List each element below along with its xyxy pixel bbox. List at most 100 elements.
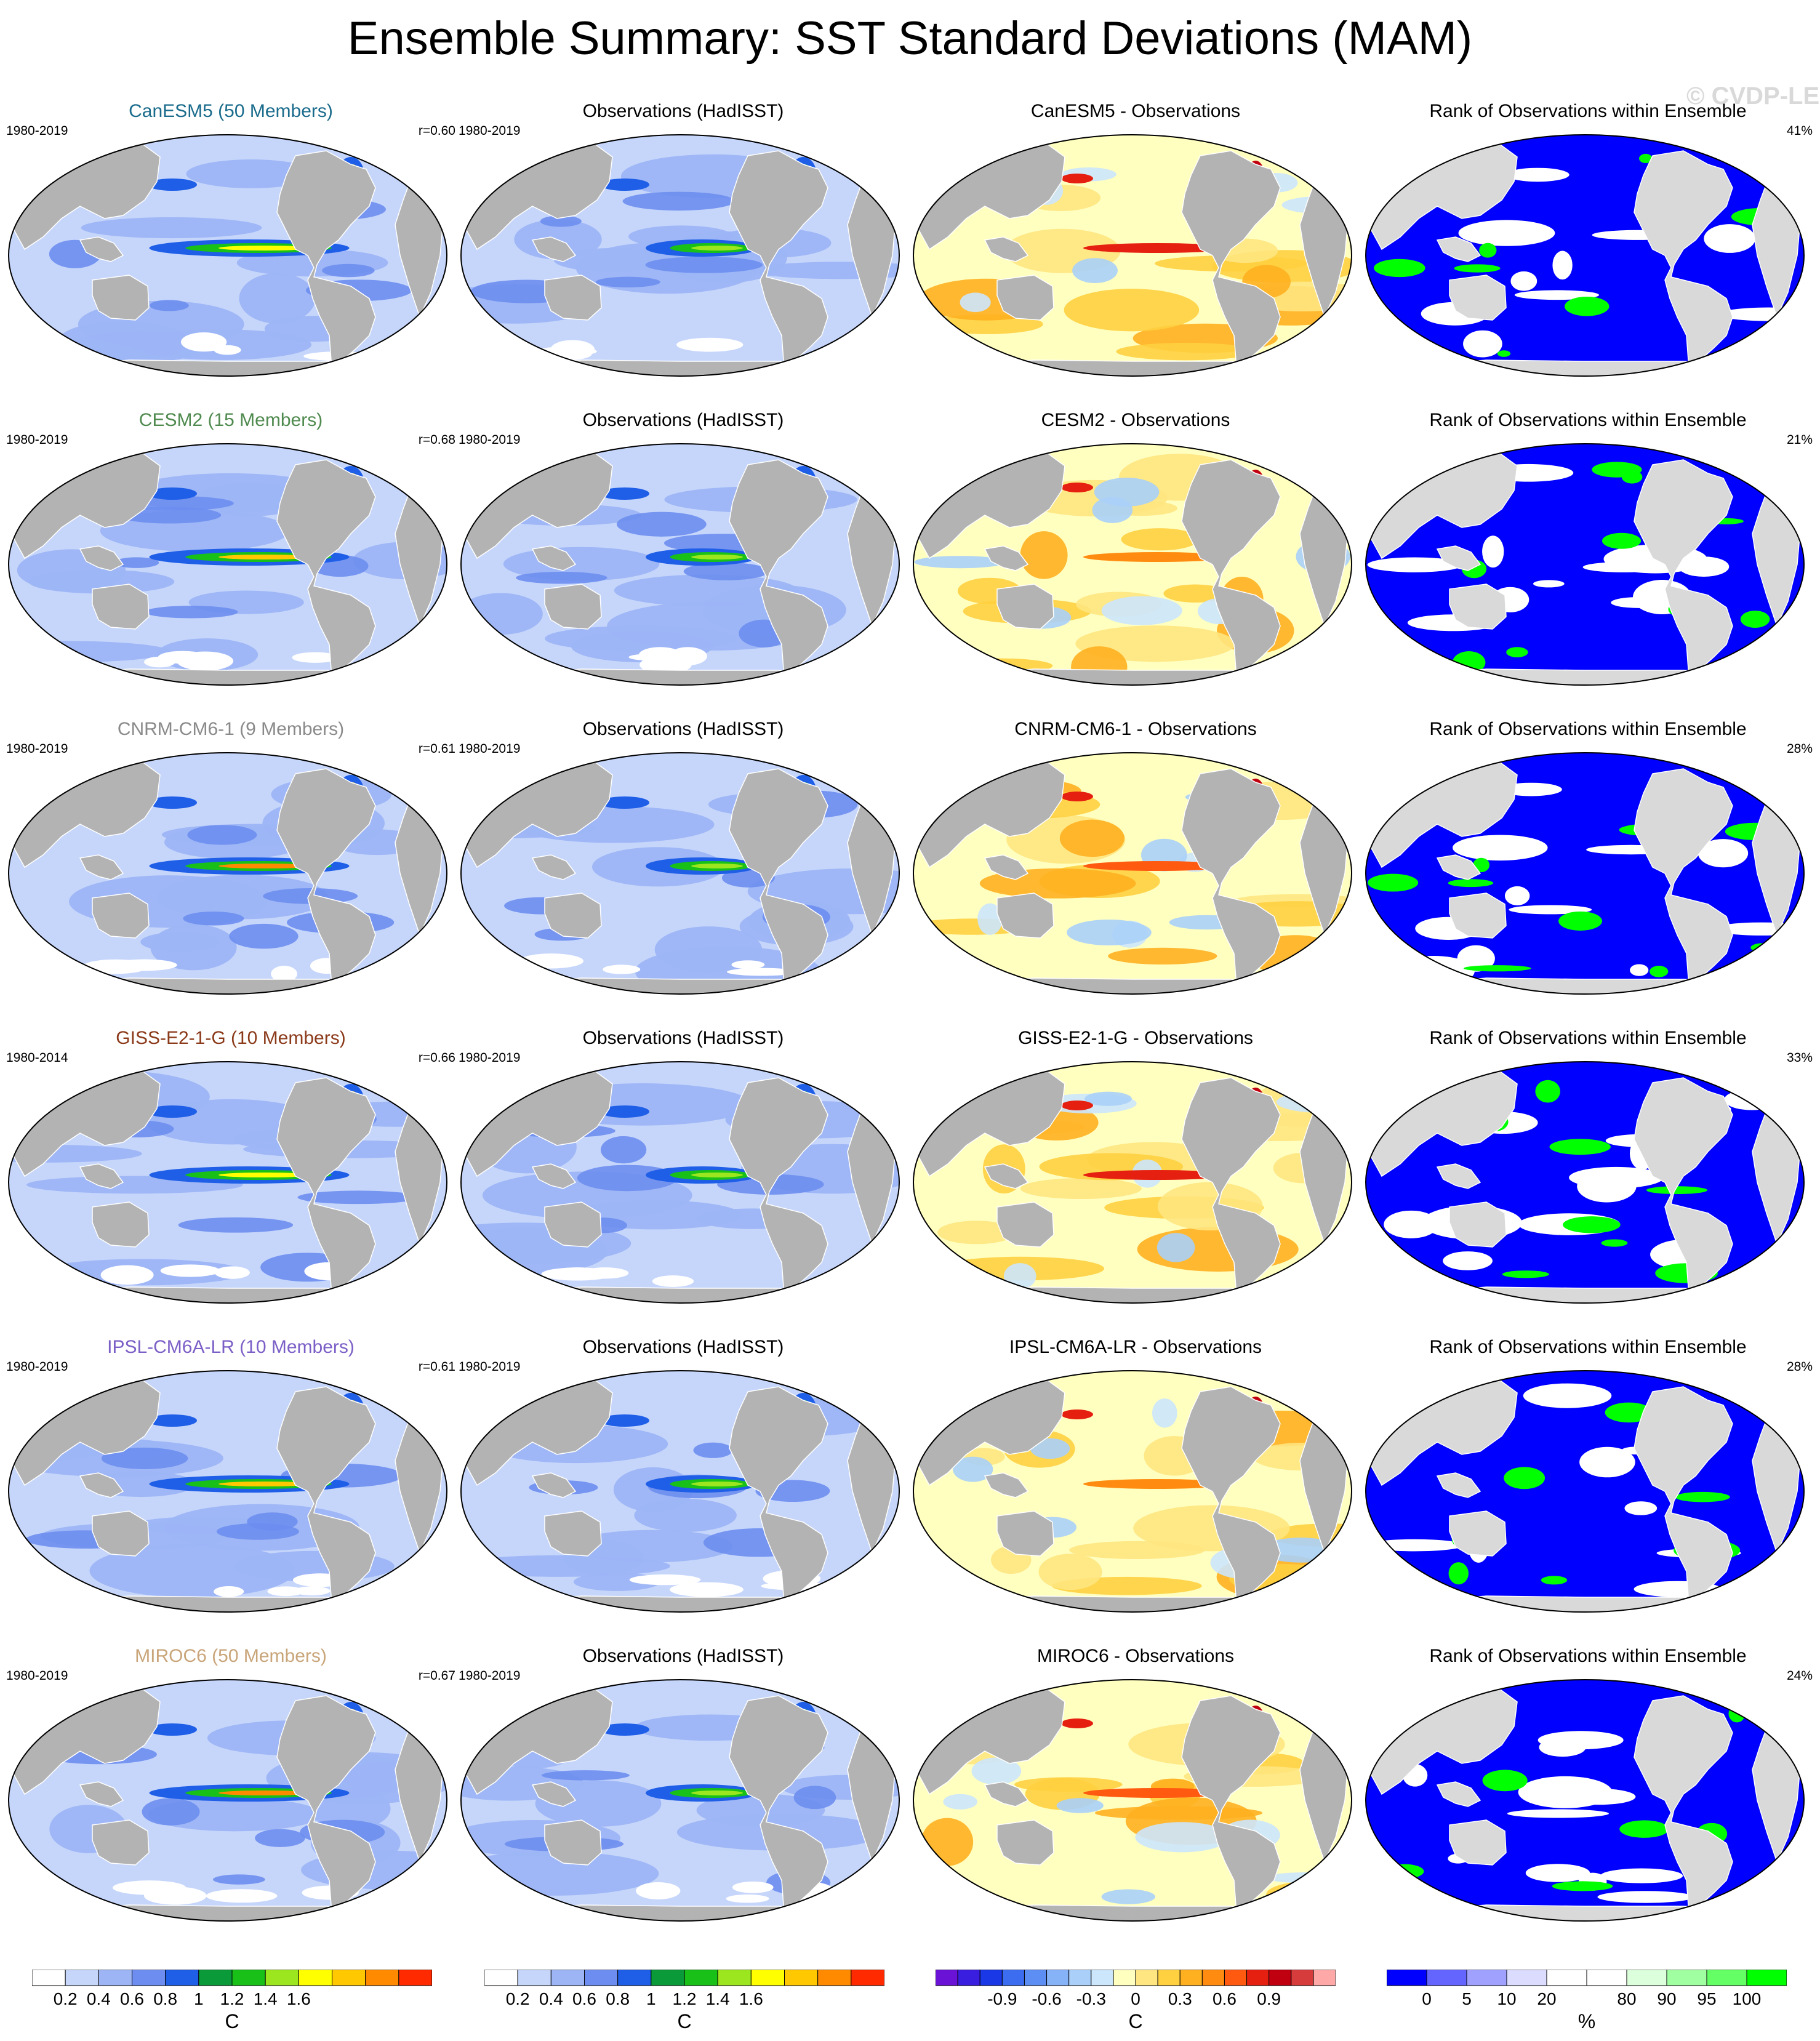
rank-percentage: 41% bbox=[1786, 124, 1813, 138]
colorbar-swatch bbox=[617, 1970, 652, 1986]
colorbar-tick-label: 10 bbox=[1497, 1989, 1517, 2008]
colorbar-swatch bbox=[550, 1970, 585, 1986]
land-mass bbox=[531, 1781, 577, 1807]
colorbar-swatch bbox=[298, 1970, 333, 1986]
land-mass bbox=[1634, 459, 1733, 684]
land-mass bbox=[827, 1379, 878, 1407]
rank-panel: Rank of Observations within Ensemble 28% bbox=[1363, 713, 1813, 1021]
rank-title: Rank of Observations within Ensemble bbox=[1429, 1337, 1747, 1357]
land-mass bbox=[827, 1070, 878, 1098]
world-map bbox=[1363, 1677, 1806, 1927]
world-map bbox=[1363, 441, 1806, 691]
diff-map bbox=[913, 1061, 1352, 1304]
colorbar-swatch bbox=[1706, 1970, 1747, 1986]
land-mass bbox=[984, 545, 1029, 571]
colorbar-tick-label: 0.4 bbox=[539, 1989, 563, 2008]
land-mass bbox=[374, 1070, 426, 1098]
model-title: IPSL-CM6A-LR (10 Members) bbox=[107, 1337, 355, 1357]
land-mass bbox=[1181, 1077, 1281, 1302]
obs-panel: Observations (HadISST) 1980-2019 bbox=[459, 713, 908, 1021]
land-mass bbox=[1731, 143, 1783, 171]
colorbar-swatch bbox=[979, 1970, 1003, 1986]
colorbar-tick-label: 0.6 bbox=[120, 1989, 144, 2008]
page-title: Ensemble Summary: SST Standard Deviation… bbox=[347, 12, 1473, 65]
years-label: 1980-2019 bbox=[459, 742, 521, 756]
world-map bbox=[1363, 750, 1806, 1000]
ocean-field bbox=[1366, 753, 1804, 994]
colorbar-tick-label: 1.4 bbox=[705, 1989, 730, 2008]
rank-percentage: 33% bbox=[1786, 1051, 1813, 1065]
colorbar-swatch bbox=[231, 1970, 266, 1986]
world-map bbox=[459, 132, 902, 382]
colorbar-swatch bbox=[750, 1970, 785, 1986]
land-mass bbox=[996, 583, 1054, 630]
model-map bbox=[8, 1679, 447, 1922]
land-mass bbox=[1279, 1688, 1331, 1716]
rank-panel: Rank of Observations within Ensemble 21% bbox=[1363, 404, 1813, 712]
colorbar-tick-label: -0.9 bbox=[987, 1989, 1017, 2008]
world-map bbox=[911, 1368, 1354, 1618]
model-panel: CNRM-CM6-1 (9 Members) 1980-2019 r=0.61 bbox=[6, 713, 455, 1021]
land-mass bbox=[276, 1386, 376, 1611]
years-label: 1980-2019 bbox=[6, 1360, 68, 1374]
land-mass bbox=[729, 1386, 828, 1611]
colorbar-tick-label: 95 bbox=[1697, 1989, 1717, 2008]
land-mass bbox=[544, 1201, 602, 1248]
land-mass bbox=[1436, 545, 1481, 571]
world-map bbox=[6, 1368, 449, 1618]
model-panel: GISS-E2-1-G (10 Members) 1980-2014 r=0.66 bbox=[6, 1022, 455, 1330]
colorbar-swatch bbox=[817, 1970, 852, 1986]
world-map bbox=[6, 1059, 449, 1309]
colorbar-swatch bbox=[1068, 1970, 1092, 1986]
land-mass bbox=[1279, 761, 1331, 789]
land-mass bbox=[79, 1163, 124, 1189]
obs-map bbox=[460, 443, 900, 686]
diff-map bbox=[913, 1679, 1352, 1922]
land-mass bbox=[92, 1819, 150, 1866]
land-mass bbox=[729, 150, 828, 375]
colorbar-swatch bbox=[1157, 1970, 1181, 1986]
watermark: © CVDP-LE bbox=[1686, 82, 1820, 110]
world-map bbox=[911, 441, 1354, 691]
diff-panel: MIROC6 - Observations bbox=[911, 1640, 1360, 1948]
diff-panel: CNRM-CM6-1 - Observations bbox=[911, 713, 1360, 1021]
colorbar-swatch bbox=[398, 1970, 432, 1986]
land-mass bbox=[544, 1510, 602, 1557]
colorbar-tick-label: 80 bbox=[1617, 1989, 1637, 2008]
rank-title: Rank of Observations within Ensemble bbox=[1429, 719, 1747, 739]
land-mass bbox=[374, 761, 426, 789]
colorbar-swatch bbox=[1001, 1970, 1025, 1986]
colorbar-tick-label: 0.6 bbox=[572, 1989, 596, 2008]
colorbar-swatch bbox=[1387, 1970, 1427, 1986]
colorbar-swatch bbox=[1024, 1970, 1048, 1986]
land-mass bbox=[374, 452, 426, 480]
colorbar-swatch bbox=[1224, 1970, 1248, 1986]
rank-map bbox=[1365, 134, 1805, 377]
colorbar-swatch bbox=[851, 1970, 884, 1986]
years-label: 1980-2019 bbox=[459, 1051, 521, 1065]
land-mass bbox=[729, 768, 828, 993]
land-mass bbox=[544, 1819, 602, 1866]
land-mass bbox=[1634, 1695, 1733, 1920]
world-map bbox=[1363, 132, 1806, 382]
colorbar-swatch bbox=[1746, 1970, 1787, 1986]
land-mass bbox=[79, 1472, 124, 1498]
land-mass bbox=[1731, 1688, 1783, 1716]
land-mass bbox=[276, 150, 376, 375]
years-label: 1980-2019 bbox=[6, 124, 68, 138]
obs-panel: Observations (HadISST) 1980-2019 bbox=[459, 404, 908, 712]
diff-map bbox=[913, 443, 1352, 686]
land-mass bbox=[276, 768, 376, 993]
colorbar-tick-label: 0.6 bbox=[1212, 1989, 1237, 2008]
pattern-correlation: r=0.61 bbox=[418, 742, 455, 756]
colorbar-tick-label: 1 bbox=[646, 1989, 656, 2008]
land-mass bbox=[374, 143, 426, 171]
colorbar-swatch bbox=[198, 1970, 233, 1986]
colorbar-tick-label: 100 bbox=[1732, 1989, 1762, 2008]
rank-map bbox=[1365, 1061, 1805, 1304]
world-map bbox=[459, 750, 902, 1000]
world-map bbox=[6, 1677, 449, 1927]
diff-panel: CESM2 - Observations bbox=[911, 404, 1360, 712]
colorbar-swatch bbox=[165, 1970, 199, 1986]
land-mass bbox=[276, 1695, 376, 1920]
